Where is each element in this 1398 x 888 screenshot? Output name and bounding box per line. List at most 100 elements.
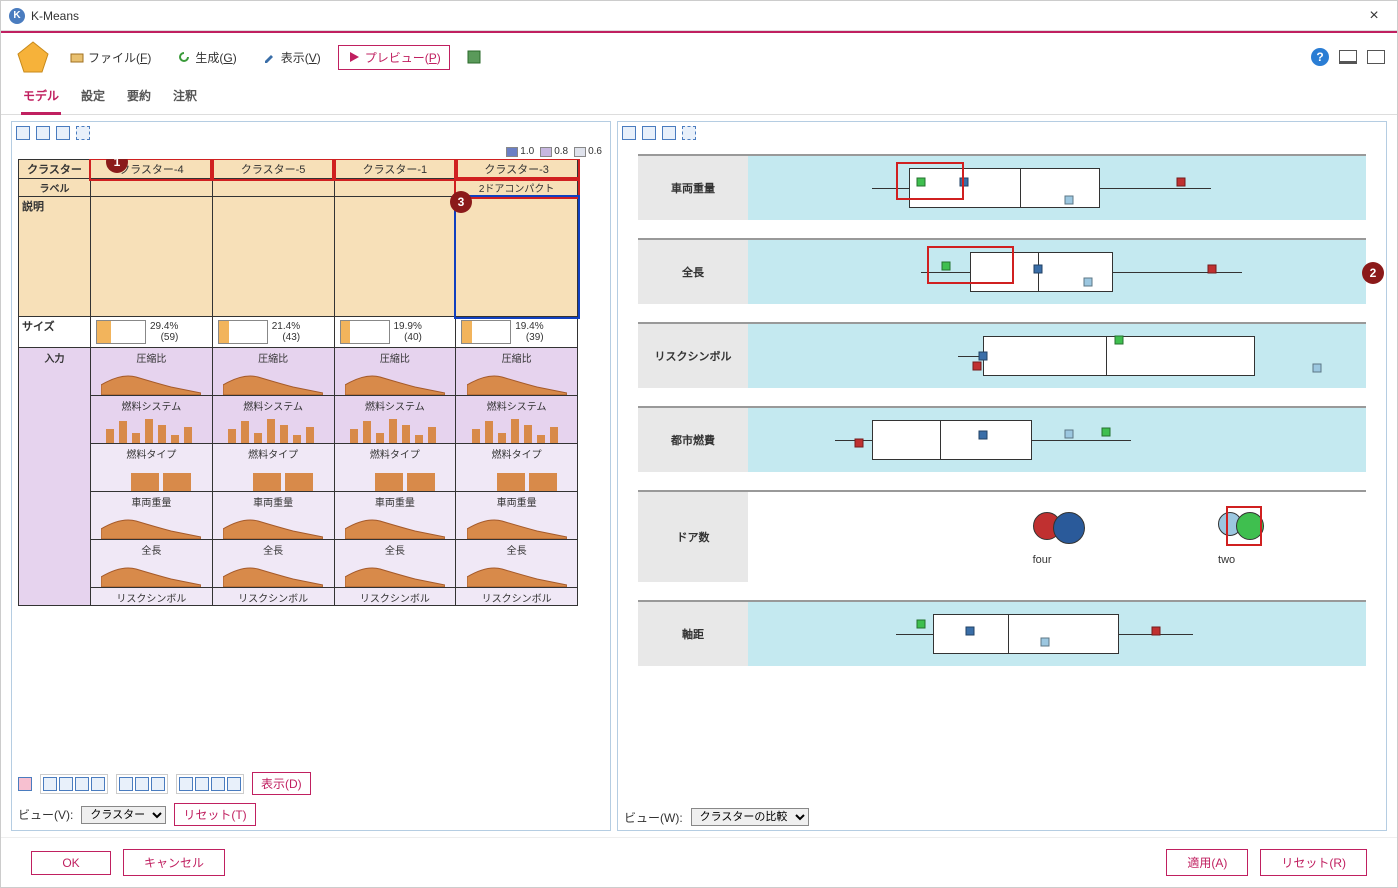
cluster-label-cell[interactable]: 2ドアコンパクト: [456, 179, 578, 197]
cluster-input-cell: 全長: [456, 540, 578, 588]
cluster-desc-cell[interactable]: [212, 197, 334, 317]
close-button[interactable]: ×: [1359, 7, 1389, 25]
cluster-input-cell: 燃料システム: [212, 396, 334, 444]
cluster-desc-cell[interactable]: [456, 197, 578, 317]
refresh-icon: [177, 50, 191, 64]
ok-button[interactable]: OK: [31, 851, 111, 875]
cluster-label-cell[interactable]: [334, 179, 456, 197]
sort-icon[interactable]: [75, 777, 89, 791]
cluster-input-cell: 圧縮比: [456, 348, 578, 396]
icon-group-3: [176, 774, 244, 794]
area-icon[interactable]: [195, 777, 209, 791]
print-icon[interactable]: [56, 126, 70, 140]
cluster-desc-cell[interactable]: [334, 197, 456, 317]
add-icon[interactable]: [18, 777, 32, 791]
cols-icon[interactable]: [135, 777, 149, 791]
tab-model[interactable]: モデル: [21, 81, 61, 115]
launch-icon: [467, 50, 481, 64]
cluster-input-cell: 圧縮比: [212, 348, 334, 396]
display-button[interactable]: 表示(D): [252, 772, 311, 795]
area2-icon[interactable]: [211, 777, 225, 791]
reset-all-button[interactable]: リセット(R): [1260, 849, 1367, 876]
print-icon-r[interactable]: [662, 126, 676, 140]
cluster-header[interactable]: クラスター-1: [334, 160, 456, 179]
comparison-row: 軸距: [638, 600, 1366, 666]
cluster-input-cell: 燃料システム: [91, 396, 213, 444]
cluster-input-cell: 全長: [334, 540, 456, 588]
icon-group-2: [116, 774, 168, 794]
comparison-label: リスクシンボル: [638, 324, 748, 388]
right-view-row: ビュー(W): クラスターの比較: [618, 804, 1386, 830]
comparison-rows: 車両重量全長リスクシンボル都市燃費ドア数fourtwo軸距: [618, 144, 1386, 804]
cluster-input-cell: 全長: [91, 540, 213, 588]
tree-icon[interactable]: [76, 126, 90, 140]
brush-icon: [263, 50, 277, 64]
chart-icon-r[interactable]: [622, 126, 636, 140]
cluster-header[interactable]: クラスター-3: [456, 160, 578, 179]
grid-icon[interactable]: [43, 777, 57, 791]
reset-button[interactable]: リセット(T): [174, 803, 255, 826]
cluster-input-cell: 燃料タイプ: [212, 444, 334, 492]
cluster-desc-cell[interactable]: [91, 197, 213, 317]
comparison-chart: [748, 602, 1366, 666]
comparison-label: 軸距: [638, 602, 748, 666]
legend-item: 0.8: [540, 146, 568, 157]
legend-item: 1.0: [506, 146, 534, 157]
cluster-overview-pane: 1.00.80.6 1 3 クラスタークラスター-4クラスター-5クラスター-1…: [11, 121, 611, 831]
comparison-chart: [748, 156, 1366, 220]
comparison-row: 全長: [638, 238, 1366, 304]
chart-icon[interactable]: [16, 126, 30, 140]
comparison-row: ドア数fourtwo: [638, 490, 1366, 582]
view-select-r[interactable]: クラスターの比較: [691, 808, 809, 826]
table-icon[interactable]: [36, 126, 50, 140]
pie-icon[interactable]: [119, 777, 133, 791]
table-icon-r[interactable]: [642, 126, 656, 140]
cluster-input-cell: リスクシンボル: [334, 588, 456, 606]
cluster-input-cell: 車両重量: [334, 492, 456, 540]
cluster-label-cell[interactable]: [91, 179, 213, 197]
tree-icon-r[interactable]: [682, 126, 696, 140]
cols2-icon[interactable]: [151, 777, 165, 791]
tab-summary[interactable]: 要約: [125, 81, 153, 114]
preview-button[interactable]: プレビュー(P): [338, 45, 450, 70]
pct-icon[interactable]: [179, 777, 193, 791]
cluster-input-cell: 圧縮比: [91, 348, 213, 396]
titlebar: K K-Means ×: [1, 1, 1397, 31]
cluster-input-cell: 車両重量: [91, 492, 213, 540]
left-view-row: ビュー(V): クラスター リセット(T): [12, 799, 610, 830]
generate-menu[interactable]: 生成(G): [168, 45, 245, 70]
generate-menu-label: 生成(G): [195, 49, 236, 66]
cluster-label-cell[interactable]: [212, 179, 334, 197]
comparison-row: 都市燃費: [638, 406, 1366, 472]
view-menu-label: 表示(V): [281, 49, 321, 66]
preview-button-label: プレビュー(P): [365, 49, 441, 66]
tbl-icon[interactable]: [227, 777, 241, 791]
toolbar: ファイル(F) 生成(G) 表示(V) プレビュー(P) ?: [1, 33, 1397, 81]
tab-annotation[interactable]: 注釈: [171, 81, 199, 114]
comparison-chart: [748, 324, 1366, 388]
cluster-input-cell: 全長: [212, 540, 334, 588]
launch-button[interactable]: [458, 46, 490, 68]
comparison-chart: [748, 408, 1366, 472]
cluster-header[interactable]: クラスター-5: [212, 160, 334, 179]
window-title: K-Means: [31, 9, 1359, 23]
comparison-chart: [748, 240, 1366, 304]
comparison-label: ドア数: [638, 492, 748, 582]
cancel-button[interactable]: キャンセル: [123, 849, 225, 876]
view-label-r: ビュー(W):: [624, 809, 683, 826]
kmeans-node-icon: [13, 37, 53, 77]
maximize-button[interactable]: [1367, 50, 1385, 64]
minimize-button[interactable]: [1339, 50, 1357, 64]
grid2-icon[interactable]: [59, 777, 73, 791]
help-button[interactable]: ?: [1311, 48, 1329, 66]
tab-settings[interactable]: 設定: [79, 81, 107, 114]
view-select[interactable]: クラスター: [81, 806, 166, 824]
cluster-input-cell: 燃料システム: [334, 396, 456, 444]
file-menu[interactable]: ファイル(F): [61, 45, 160, 70]
sort2-icon[interactable]: [91, 777, 105, 791]
apply-button[interactable]: 適用(A): [1166, 849, 1248, 876]
view-menu[interactable]: 表示(V): [254, 45, 330, 70]
cluster-input-cell: 燃料システム: [456, 396, 578, 444]
comparison-row: リスクシンボル: [638, 322, 1366, 388]
comparison-chart: fourtwo: [748, 492, 1366, 582]
